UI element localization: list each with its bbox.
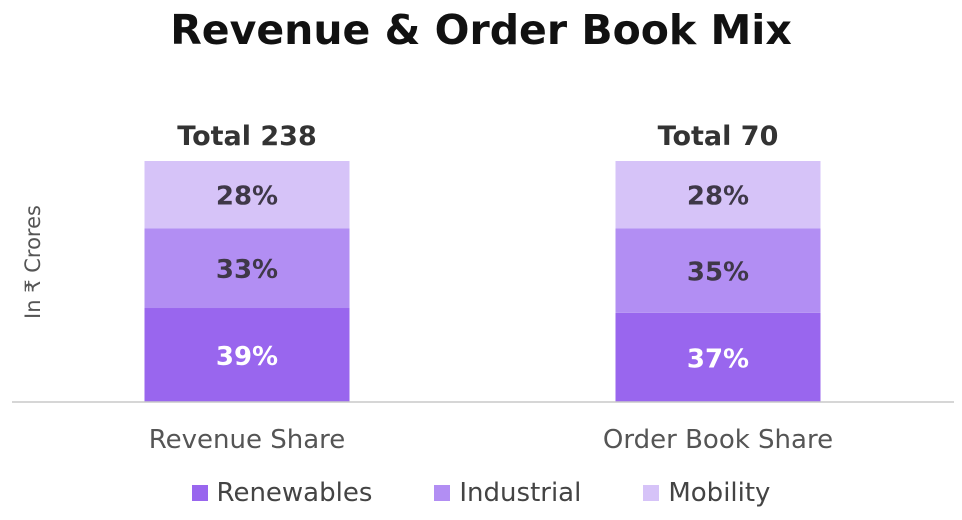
legend-item-industrial: Industrial <box>434 478 581 508</box>
bar-industrial-order-book-share <box>615 228 821 313</box>
total-label-revenue-share: Total 238 <box>177 121 317 152</box>
bar-renewables-order-book-share <box>615 312 821 402</box>
legend-swatch-mobility <box>643 485 660 501</box>
data-label-mobility-order-book-share: 28% <box>687 182 749 212</box>
bar-mobility-revenue-share <box>144 161 350 229</box>
legend-item-renewables: Renewables <box>191 478 373 508</box>
bar-renewables-revenue-share <box>144 308 350 402</box>
data-label-renewables-order-book-share: 37% <box>687 344 749 374</box>
chart-title: Revenue & Order Book Mix <box>170 6 792 54</box>
legend-label-mobility: Mobility <box>668 478 771 508</box>
x-tick-label-revenue-share: Revenue Share <box>149 425 346 455</box>
bar-industrial-revenue-share <box>144 228 350 309</box>
data-label-industrial-revenue-share: 33% <box>216 255 278 285</box>
legend-item-mobility: Mobility <box>643 478 770 508</box>
chart-legend: Renewables Industrial Mobility <box>0 476 962 510</box>
bar-mobility-order-book-share <box>615 161 821 229</box>
legend-label-industrial: Industrial <box>459 478 582 508</box>
y-axis-label: In ₹ Crores <box>21 205 45 319</box>
legend-swatch-renewables <box>191 485 208 501</box>
legend-label-renewables: Renewables <box>216 478 373 508</box>
total-label-order-book-share: Total 70 <box>658 121 779 152</box>
data-label-mobility-revenue-share: 28% <box>216 182 278 212</box>
data-label-industrial-order-book-share: 35% <box>687 258 749 288</box>
x-tick-label-order-book-share: Order Book Share <box>603 425 833 455</box>
legend-swatch-industrial <box>434 485 451 501</box>
data-label-renewables-revenue-share: 39% <box>216 342 278 372</box>
